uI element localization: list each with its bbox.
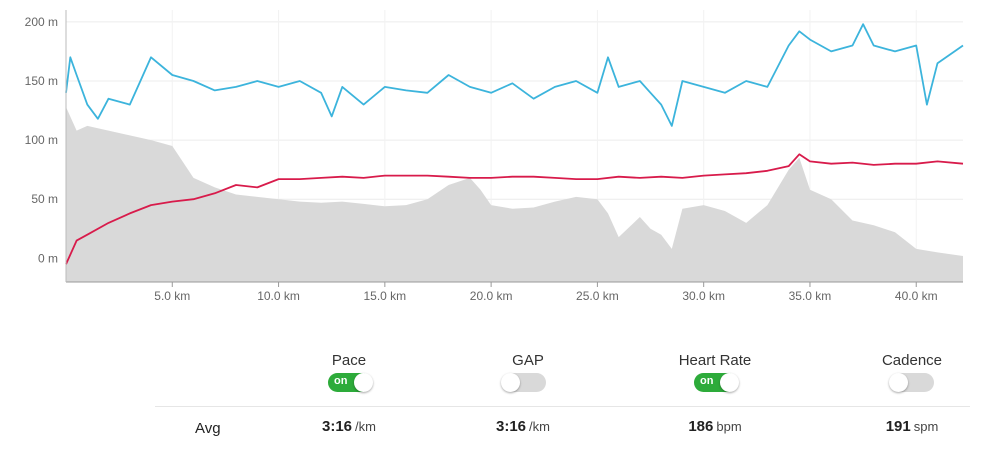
elevation-chart: 0 m 50 m 100 m 150 m 200 m 5.0 km 10.0 km 15.0… <box>25 10 964 303</box>
x-tick-label: 15.0 km <box>363 289 406 303</box>
elevation-area <box>66 107 963 282</box>
elevation-layer <box>66 107 963 282</box>
avg-heart-rate: 186 bpm <box>645 418 785 435</box>
metric-label-pace: Pace <box>331 352 367 369</box>
heart-rate-line <box>65 153 964 265</box>
x-tick-labels: 5.0 km 10.0 km 15.0 km 20.0 km 25.0 km 30.0 k… <box>154 289 937 303</box>
toggle-knob <box>720 373 739 392</box>
toggle-knob <box>354 373 373 392</box>
x-tick-label: 5.0 km <box>154 289 190 303</box>
summary-divider <box>155 406 970 407</box>
avg-pace-unit: /km <box>355 419 376 434</box>
heart-rate-toggle-text: on <box>700 375 714 387</box>
cadence-toggle[interactable] <box>889 373 934 392</box>
x-tick-label: 30.0 km <box>682 289 725 303</box>
pace-toggle-text: on <box>334 375 348 387</box>
metric-label-heart-rate: Heart Rate <box>678 352 752 369</box>
y-tick-label: 200 m <box>25 15 58 29</box>
avg-pace: 3:16/km <box>279 418 419 435</box>
avg-label: Avg <box>195 420 221 437</box>
avg-gap-value: 3:16 <box>496 418 527 435</box>
y-tick-labels: 0 m 50 m 100 m 150 m 200 m <box>25 15 58 266</box>
y-tick-label: 150 m <box>25 74 58 88</box>
avg-gap-unit: /km <box>529 419 550 434</box>
y-tick-label: 50 m <box>31 192 58 206</box>
x-tick-label: 25.0 km <box>576 289 619 303</box>
y-tick-label: 100 m <box>25 133 58 147</box>
metric-label-cadence: Cadence <box>881 352 943 369</box>
cadence-line <box>65 23 964 127</box>
x-tick-label: 20.0 km <box>470 289 513 303</box>
avg-pace-value: 3:16 <box>322 418 353 435</box>
avg-cadence-value: 191 <box>885 418 911 435</box>
chart-axes <box>65 10 963 287</box>
avg-heart-rate-unit: bpm <box>716 419 742 434</box>
series-lines <box>65 23 964 265</box>
x-tick-label: 40.0 km <box>895 289 938 303</box>
avg-gap: 3:16/km <box>453 418 593 435</box>
avg-cadence-unit: spm <box>913 419 939 434</box>
pace-toggle[interactable]: on <box>328 373 373 392</box>
toggle-knob <box>889 373 908 392</box>
y-tick-label: 0 m <box>38 251 58 265</box>
x-tick-label: 10.0 km <box>257 289 300 303</box>
avg-cadence: 191 spm <box>842 418 982 435</box>
toggle-knob <box>501 373 520 392</box>
gap-toggle[interactable] <box>501 373 546 392</box>
x-tick-label: 35.0 km <box>789 289 832 303</box>
heart-rate-toggle[interactable]: on <box>694 373 739 392</box>
metric-label-gap: GAP <box>512 352 544 369</box>
avg-heart-rate-value: 186 <box>688 418 714 435</box>
